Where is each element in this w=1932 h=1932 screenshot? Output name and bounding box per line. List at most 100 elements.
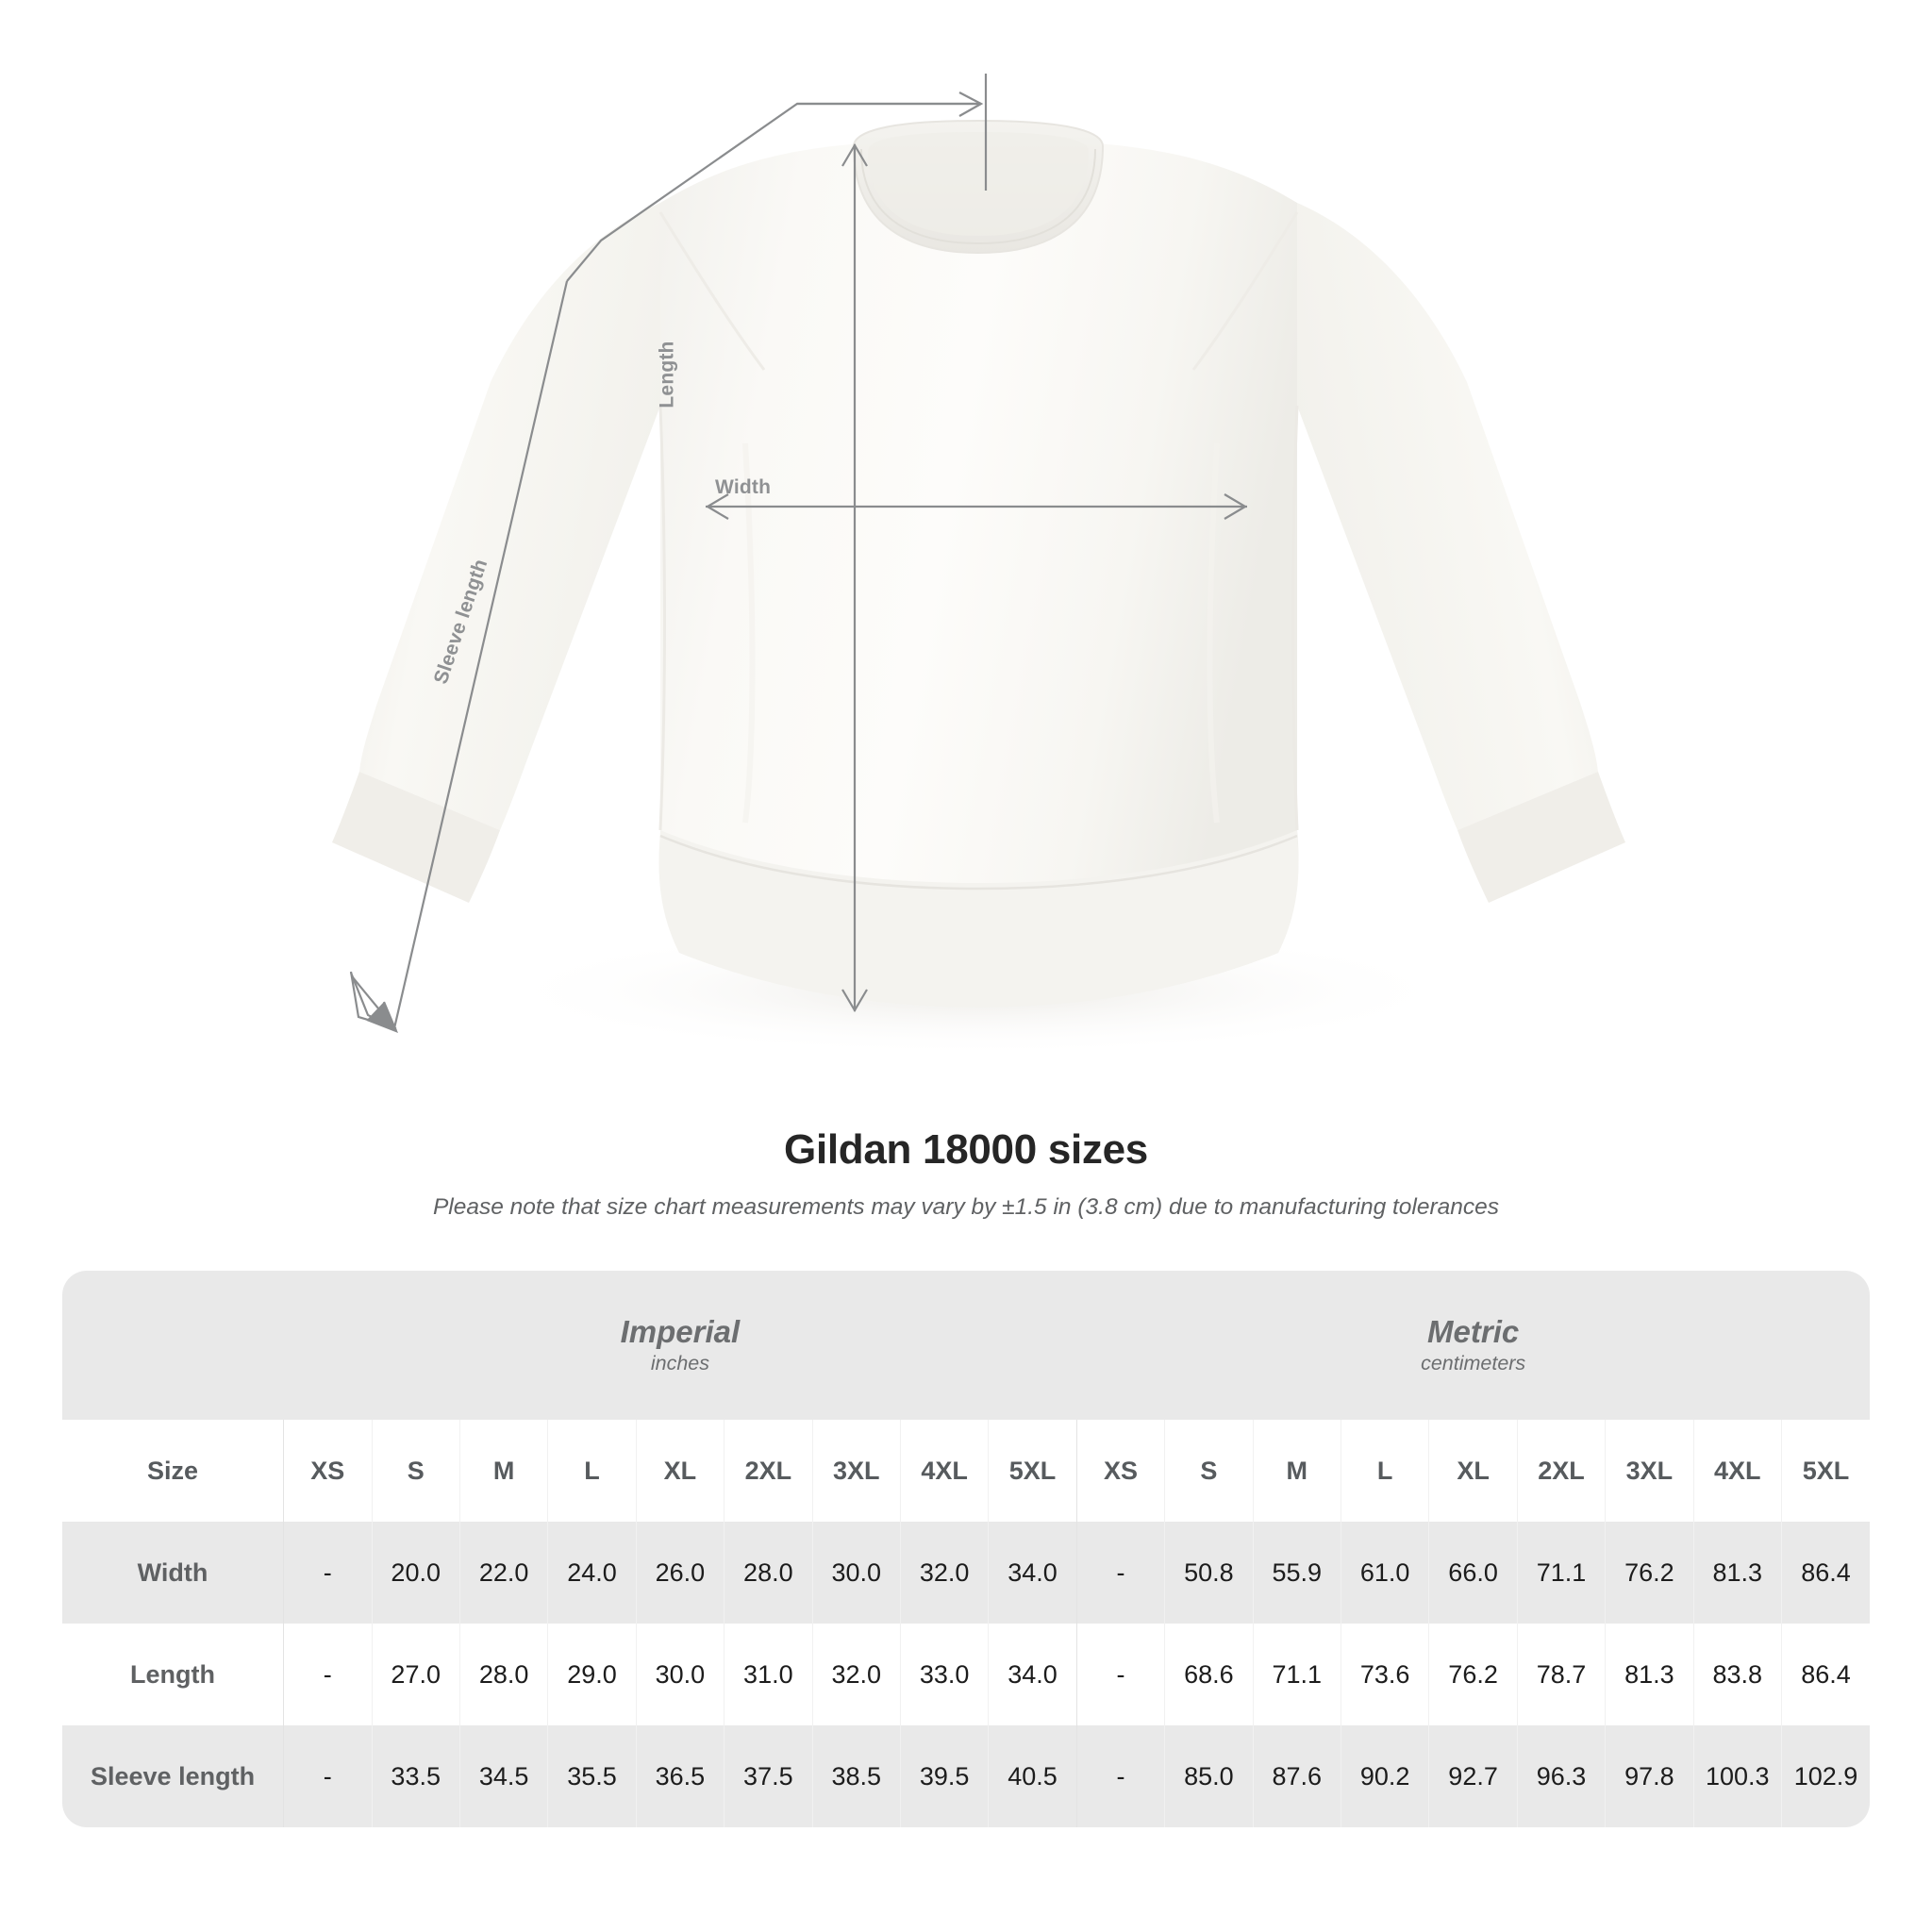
table-row-length: Length - 27.0 28.0 29.0 30.0 31.0 32.0 3… [62,1624,1870,1725]
table-row-sleeve-length: Sleeve length - 33.5 34.5 35.5 36.5 37.5… [62,1725,1870,1827]
page-subtitle: Please note that size chart measurements… [432,1194,1500,1221]
size-header-imp-s: S [371,1420,460,1522]
cell-length-imp-s: 27.0 [371,1624,460,1725]
size-header-imp-4xl: 4XL [899,1420,989,1522]
size-header-imp-xl: XL [635,1420,724,1522]
unit-group-metric: Metric centimeters [1076,1271,1870,1420]
cell-width-met-s: 50.8 [1164,1522,1254,1624]
cell-width-met-3xl: 76.2 [1605,1522,1694,1624]
width-arrow-left [705,493,729,520]
size-header-met-4xl: 4XL [1692,1420,1782,1522]
cell-length-met-m: 71.1 [1252,1624,1341,1725]
measurement-annotations [349,74,1248,1033]
size-header-met-5xl: 5XL [1781,1420,1870,1522]
unit-banner-spacer [62,1271,284,1420]
sleeve-measure-diagonal [392,280,569,1029]
garment-illustration: Width Length Sleeve length [332,74,1625,1057]
size-header-imp-m: M [458,1420,548,1522]
cell-length-met-l: 73.6 [1340,1624,1429,1725]
unit-metric-name: Metric [1427,1314,1520,1350]
size-header-imp-3xl: 3XL [811,1420,901,1522]
cell-width-met-2xl: 71.1 [1516,1522,1606,1624]
cell-width-imp-4xl: 32.0 [899,1522,989,1624]
cell-sleeve-imp-2xl: 37.5 [724,1725,813,1827]
cell-width-imp-2xl: 28.0 [724,1522,813,1624]
cell-sleeve-met-l: 90.2 [1340,1725,1429,1827]
row-label-sleeve-length: Sleeve length [62,1725,284,1827]
right-sleeve [1297,203,1598,830]
size-header-imp-xs: XS [283,1420,372,1522]
unit-imperial-sub: inches [650,1352,709,1375]
size-chart-table-wrapper: Imperial inches Metric centimeters Size … [62,1271,1870,1827]
size-header-imp-5xl: 5XL [988,1420,1077,1522]
unit-banner-row: Imperial inches Metric centimeters [62,1271,1870,1420]
cell-length-met-xs: - [1075,1624,1165,1725]
cell-width-met-5xl: 86.4 [1781,1522,1870,1624]
cell-sleeve-imp-3xl: 38.5 [811,1725,901,1827]
size-header-met-l: L [1340,1420,1429,1522]
bottom-hem [658,830,1299,1008]
length-label: Length [656,341,678,408]
cell-width-imp-m: 22.0 [458,1522,548,1624]
left-armhole-seam [658,405,666,831]
row-label-length: Length [62,1624,284,1725]
sleeve-measure-upper-bend [566,102,981,282]
size-header-row: Size XS S M L XL 2XL 3XL 4XL 5XL XS S M … [62,1420,1870,1522]
cell-sleeve-imp-s: 33.5 [371,1725,460,1827]
table-row-width: Width - 20.0 22.0 24.0 26.0 28.0 30.0 32… [62,1522,1870,1624]
cell-length-met-xl: 76.2 [1428,1624,1518,1725]
size-header-label: Size [62,1420,284,1522]
cell-length-met-4xl: 83.8 [1692,1624,1782,1725]
cell-sleeve-met-m: 87.6 [1252,1725,1341,1827]
cell-length-imp-m: 28.0 [458,1624,548,1725]
cell-sleeve-met-4xl: 100.3 [1692,1725,1782,1827]
size-header-imp-l: L [547,1420,637,1522]
cell-width-imp-3xl: 30.0 [811,1522,901,1624]
cell-length-met-5xl: 86.4 [1781,1624,1870,1725]
row-label-width: Width [62,1522,284,1624]
cell-sleeve-imp-l: 35.5 [547,1725,637,1827]
left-shoulder-seam [658,211,766,371]
cell-sleeve-met-xl: 92.7 [1428,1725,1518,1827]
cell-sleeve-imp-4xl: 39.5 [899,1725,989,1827]
cell-length-imp-xl: 30.0 [635,1624,724,1725]
cell-length-imp-xs: - [283,1624,372,1725]
cell-length-met-3xl: 81.3 [1605,1624,1694,1725]
sweatshirt-drawing [332,119,1625,1057]
cell-sleeve-imp-xs: - [283,1725,372,1827]
cell-width-imp-5xl: 34.0 [988,1522,1077,1624]
size-chart-table: Imperial inches Metric centimeters Size … [62,1271,1870,1827]
cell-sleeve-met-xs: - [1075,1725,1165,1827]
left-sleeve [359,203,660,830]
size-header-met-m: M [1252,1420,1341,1522]
cell-sleeve-met-2xl: 96.3 [1516,1725,1606,1827]
left-cuff [332,772,500,903]
cell-width-imp-xl: 26.0 [635,1522,724,1624]
cell-width-met-m: 55.9 [1252,1522,1341,1624]
sweatshirt-body [658,140,1299,1008]
right-armhole-seam [1291,405,1299,831]
cell-sleeve-imp-m: 34.5 [458,1725,548,1827]
size-header-met-2xl: 2XL [1516,1420,1606,1522]
width-arrow-right [1224,493,1248,520]
page-title: Gildan 18000 sizes [784,1126,1148,1173]
sleeve-arrow-right-head [958,92,984,117]
cell-width-imp-s: 20.0 [371,1522,460,1624]
width-label: Width [715,476,772,498]
cell-length-imp-3xl: 32.0 [811,1624,901,1725]
cell-sleeve-imp-xl: 36.5 [635,1725,724,1827]
length-arrow-top [841,142,868,167]
cell-width-met-l: 61.0 [1340,1522,1429,1624]
cell-width-met-4xl: 81.3 [1692,1522,1782,1624]
size-header-met-3xl: 3XL [1605,1420,1694,1522]
hem-seam [659,834,1298,891]
neck-opening [868,132,1089,236]
cell-sleeve-met-3xl: 97.8 [1605,1725,1694,1827]
cell-length-imp-4xl: 33.0 [899,1624,989,1725]
cell-length-met-s: 68.6 [1164,1624,1254,1725]
cell-width-imp-xs: - [283,1522,372,1624]
cell-length-imp-5xl: 34.0 [988,1624,1077,1725]
cell-width-met-xl: 66.0 [1428,1522,1518,1624]
right-cuff [1457,772,1625,903]
cell-width-imp-l: 24.0 [547,1522,637,1624]
